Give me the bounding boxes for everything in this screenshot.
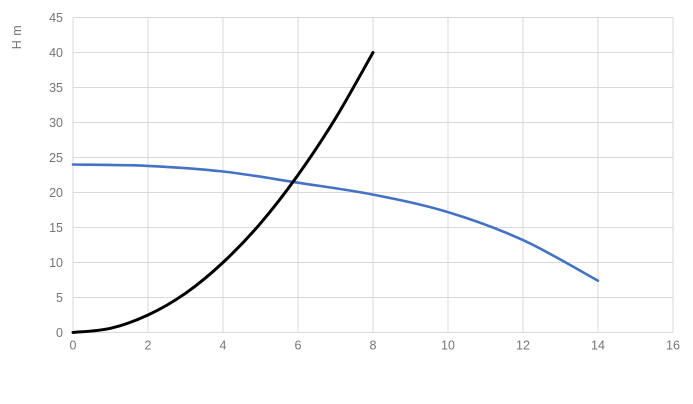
y-axis-title: H m xyxy=(10,24,24,50)
x-tick-label: 6 xyxy=(295,339,302,353)
y-tick-label: 45 xyxy=(49,11,63,25)
x-tick-label: 14 xyxy=(591,339,605,353)
x-tick-label: 12 xyxy=(516,339,530,353)
y-tick-label: 20 xyxy=(49,186,63,200)
x-tick-label: 2 xyxy=(145,339,152,353)
blue_curve-line xyxy=(71,163,600,282)
y-tick-label: 35 xyxy=(49,81,63,95)
black_curve-line xyxy=(71,51,375,334)
y-tick-label: 15 xyxy=(49,221,63,235)
y-tick-label: 25 xyxy=(49,151,63,165)
x-tick-label: 0 xyxy=(70,339,77,353)
x-tick-label: 4 xyxy=(220,339,227,353)
y-tick-label: 5 xyxy=(56,291,63,305)
y-tick-label: 30 xyxy=(49,116,63,130)
y-tick-label: 40 xyxy=(49,46,63,60)
x-tick-label: 16 xyxy=(666,339,680,353)
y-tick-label: 0 xyxy=(56,326,63,340)
x-tick-label: 10 xyxy=(441,339,455,353)
x-tick-label: 8 xyxy=(370,339,377,353)
y-tick-label: 10 xyxy=(49,256,63,270)
